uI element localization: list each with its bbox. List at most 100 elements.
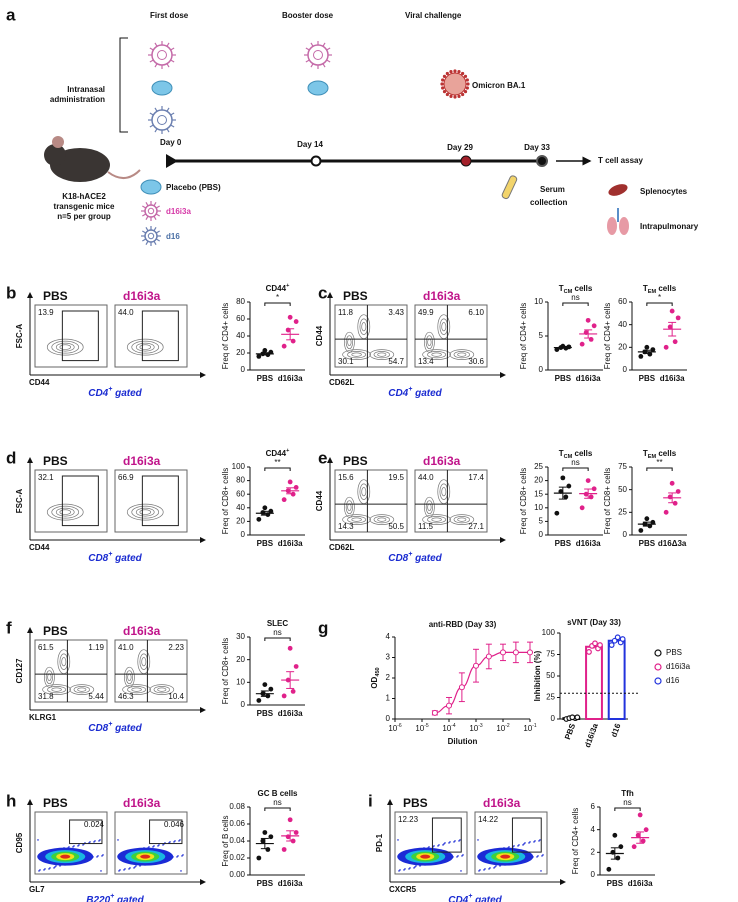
flow-plot — [114, 304, 188, 368]
contour — [373, 351, 390, 359]
text-part: T — [559, 449, 564, 458]
y-tick-label: 60 — [618, 297, 627, 306]
event-dot — [179, 839, 181, 841]
event-dot — [484, 868, 486, 870]
group-label: PBS — [43, 796, 68, 810]
gate-value: 13.9 — [38, 308, 54, 317]
data-point — [644, 516, 650, 522]
contour — [342, 514, 371, 525]
x-axis-label: Dilution — [448, 737, 478, 746]
x-axis-label: CXCR5 — [389, 885, 417, 894]
contour — [457, 352, 467, 357]
contour — [126, 338, 164, 356]
x-tick-label: d16 — [609, 722, 622, 739]
quadrant-value: 17.4 — [468, 473, 484, 482]
event-dot — [97, 855, 99, 857]
legend-marker — [654, 663, 662, 671]
contour — [51, 505, 80, 519]
event-dot — [449, 841, 451, 843]
contour — [153, 685, 170, 694]
plot-title: TEM cells — [643, 284, 677, 295]
stage-label: Booster dose — [282, 11, 334, 20]
chart-title: anti-RBD (Day 33) — [429, 620, 497, 629]
data-point — [290, 689, 296, 694]
data-point — [611, 637, 618, 644]
quadrant-value: 27.1 — [468, 522, 484, 531]
x-tick-label: PBS — [607, 879, 624, 888]
event-dot — [454, 840, 456, 842]
y-tick-label: 2 — [386, 673, 391, 682]
contour — [69, 684, 95, 695]
omicron-spike — [453, 69, 457, 73]
panel-letter: i — [368, 791, 373, 810]
event-dot — [408, 868, 410, 870]
y-axis-label: CD44 — [315, 325, 324, 346]
omicron-spike — [441, 86, 445, 90]
event-dot — [529, 841, 531, 843]
y-tick-label: 0 — [386, 714, 391, 723]
event-dot — [456, 856, 458, 858]
mouse-tail — [107, 169, 141, 179]
significance-label: ns — [273, 798, 281, 807]
legend-label: PBS — [666, 648, 682, 657]
contour — [424, 496, 435, 518]
x-tick-label: d16i3a — [278, 374, 303, 383]
panel-letter: f — [6, 618, 12, 637]
significance-bracket — [614, 807, 641, 811]
event-dot — [78, 844, 80, 846]
y-tick-label: 50 — [546, 671, 555, 680]
event-dot — [479, 869, 481, 871]
event-dot — [72, 846, 74, 848]
y-axis-label: Freq of B cells — [221, 815, 230, 866]
event-dot — [124, 868, 126, 870]
data-point — [667, 324, 673, 330]
quadrant-value: 1.19 — [88, 643, 104, 652]
x-tick-label: PBS — [257, 879, 274, 888]
panel-letter: e — [318, 448, 327, 467]
y-tick-label: 20 — [618, 342, 627, 351]
contour — [425, 500, 433, 515]
data-point — [268, 508, 274, 514]
gate-value: 44.0 — [118, 308, 134, 317]
spleen-icon — [608, 184, 628, 196]
gate-box — [141, 475, 179, 527]
y-tick-label: 40 — [236, 331, 245, 340]
event-dot — [100, 870, 102, 872]
flow-plot — [394, 811, 468, 875]
tissue-label: Splenocytes — [640, 187, 688, 196]
event-dot — [158, 844, 160, 846]
quadrant-value: 50.5 — [388, 522, 404, 531]
day-label: Day 33 — [524, 143, 550, 152]
data-point — [638, 528, 644, 533]
gate-value: 0.046 — [164, 820, 185, 829]
event-dot — [537, 855, 539, 857]
data-point — [614, 634, 621, 641]
text-part: CD4 — [388, 388, 408, 399]
contour — [431, 517, 442, 522]
text-part: SLEC — [267, 619, 289, 628]
event-dot — [173, 841, 175, 843]
omicron-spike — [465, 78, 469, 82]
contour — [45, 670, 54, 685]
text-part: + — [108, 386, 112, 393]
quadrant-value: 13.4 — [418, 357, 434, 366]
event-dot — [117, 839, 119, 841]
event-dot — [522, 844, 524, 846]
day-marker — [310, 155, 322, 167]
event-dot — [462, 854, 464, 856]
data-point — [663, 344, 669, 350]
y-tick-label: 80 — [236, 297, 245, 306]
x-tick-label: d16i3a — [583, 722, 600, 749]
significance-bracket — [264, 302, 291, 306]
event-dot — [540, 870, 542, 872]
contour — [377, 517, 387, 522]
x-tick-label: PBS — [555, 539, 572, 548]
mouse-head — [44, 144, 66, 166]
data-point — [592, 640, 598, 647]
y-tick-label: 25 — [618, 507, 627, 516]
density — [500, 854, 511, 859]
omicron-spike — [457, 70, 461, 74]
text-part: gated — [112, 388, 142, 399]
event-dot — [478, 870, 480, 872]
contour — [124, 666, 135, 688]
